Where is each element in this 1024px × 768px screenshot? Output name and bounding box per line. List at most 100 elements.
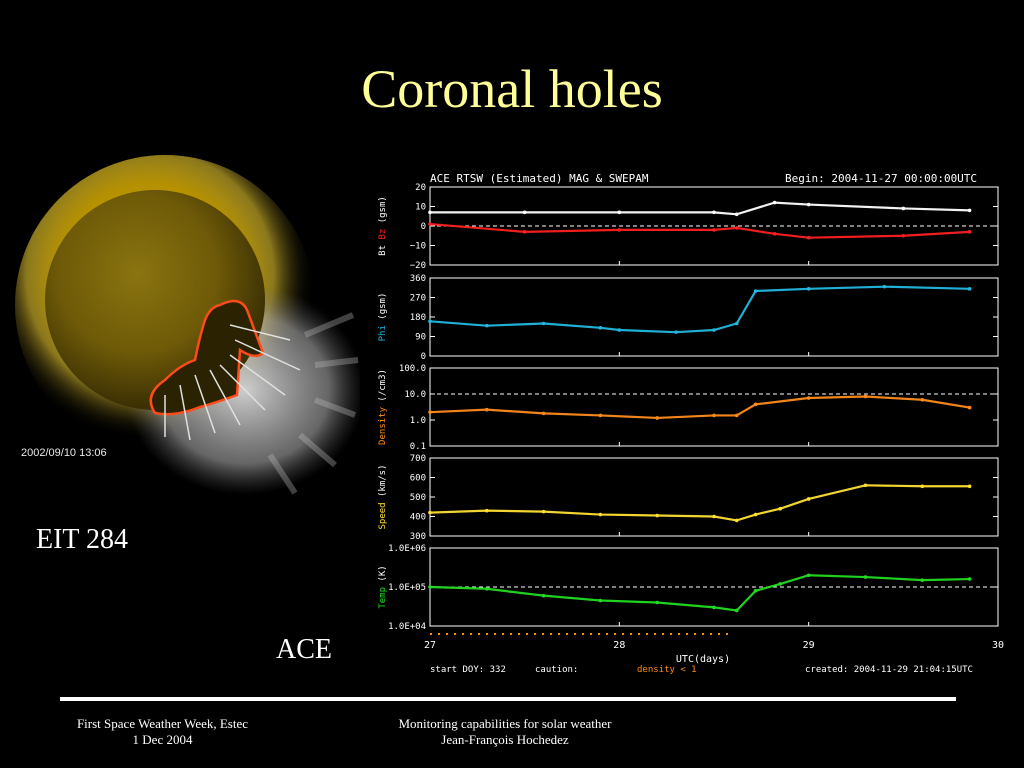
y-tick-label: −10 [410, 242, 426, 252]
data-point [598, 512, 603, 517]
plot-title: ACE RTSW (Estimated) MAG & SWEPAM [430, 172, 649, 185]
data-point [522, 230, 527, 234]
panel-frame [429, 277, 999, 357]
footer-event: First Space Weather Week, Estec [76, 716, 249, 731]
panel-ylabel: Temp (K) [378, 565, 388, 608]
data-point [541, 509, 546, 514]
data-point [712, 228, 716, 232]
panel-ylabel: Density (/cm3) [378, 369, 388, 445]
footer-middle: Monitoring capabilities for solar weathe… [350, 716, 660, 748]
plot-begin: Begin: 2004-11-27 00:00:00UTC [785, 172, 977, 185]
data-point [753, 402, 758, 407]
y-tick-label: 0 [421, 352, 426, 362]
data-point [485, 407, 489, 412]
data-point [734, 608, 739, 613]
x-tick-label: 30 [992, 640, 1004, 651]
data-point [863, 394, 868, 399]
data-point [485, 586, 489, 591]
data-point [428, 510, 432, 515]
data-point [541, 321, 546, 326]
x-tick-label: 27 [424, 640, 436, 651]
data-point [772, 200, 777, 205]
footer-left: First Space Weather Week, Estec 1 Dec 20… [50, 716, 275, 748]
data-point [734, 413, 739, 418]
data-point [753, 588, 758, 593]
wind-rays [267, 312, 359, 495]
coronal-hole-outline [149, 299, 265, 416]
data-point [712, 605, 716, 610]
data-point [967, 208, 972, 213]
series-density [429, 395, 970, 420]
data-point [655, 600, 659, 605]
data-point [655, 416, 659, 420]
data-point [863, 483, 868, 488]
data-point [655, 513, 659, 518]
y-tick-label: 700 [410, 454, 426, 464]
data-point [806, 573, 811, 578]
data-point [967, 405, 972, 410]
series-bt [430, 201, 970, 216]
data-point [920, 397, 925, 402]
y-tick-label: 180 [410, 313, 426, 323]
y-tick-label: 10 [415, 203, 426, 213]
data-point [617, 210, 622, 215]
data-point [920, 484, 925, 489]
data-point [863, 575, 868, 579]
data-point [598, 413, 603, 418]
data-point [882, 284, 887, 289]
footer-talk-title: Monitoring capabilities for solar weathe… [398, 716, 612, 731]
data-point [598, 326, 603, 330]
data-point [772, 232, 777, 236]
data-point [674, 330, 678, 334]
data-point [734, 226, 739, 230]
x-tick-label: 28 [613, 640, 625, 651]
data-point [778, 582, 783, 586]
y-tick-label: 0.1 [410, 442, 426, 452]
data-point [541, 593, 546, 598]
plot-footer-start: start DOY: 332 [430, 665, 506, 675]
y-tick-label: 360 [410, 274, 426, 284]
footer-author: Jean-François Hochedez [441, 732, 569, 747]
y-tick-label: 500 [410, 493, 426, 503]
footer-date: 1 Dec 2004 [132, 732, 193, 747]
data-point [806, 497, 811, 501]
y-tick-label: 300 [410, 532, 426, 542]
ace-rtsw-plot: ACE RTSW (Estimated) MAG & SWEPAM Begin:… [378, 172, 1004, 675]
plot-panel-1: 20 10 0 −10 −20 Bt Bz (gsm) [378, 183, 999, 271]
panel-ylabel: Bt Bz (gsm) [378, 196, 388, 256]
panel-ylabel: Speed (km/s) [378, 464, 388, 529]
data-point [617, 228, 622, 232]
plot-footer-created: created: 2004-11-29 21:04:15UTC [805, 665, 973, 675]
y-tick-label: −20 [410, 261, 426, 271]
data-point [806, 235, 811, 240]
series-temp [429, 574, 970, 612]
data-point [753, 512, 758, 517]
panel-ylabel: Phi (gsm) [378, 293, 388, 342]
data-point [428, 222, 432, 226]
data-point [734, 212, 739, 217]
y-tick-label: 270 [410, 294, 426, 304]
ace-label: ACE [276, 634, 332, 665]
data-point [712, 328, 716, 332]
eit-sun-image [15, 155, 360, 495]
data-point [753, 289, 758, 293]
y-tick-label: 90 [415, 333, 426, 343]
data-point [734, 518, 739, 523]
data-point [428, 210, 432, 215]
y-tick-label: 600 [410, 474, 426, 484]
data-point [901, 206, 906, 211]
y-tick-label: 400 [410, 513, 426, 523]
data-point [485, 508, 489, 513]
plot-panels: 20 10 0 −10 −20 Bt Bz (gsm) 360 270 180 90 0 Phi (g… [378, 183, 1004, 651]
data-point [806, 396, 811, 400]
data-point [806, 287, 811, 291]
data-point [967, 287, 972, 291]
series-phi [429, 285, 970, 334]
data-point [541, 411, 546, 416]
data-point [734, 321, 739, 326]
y-tick-label: 10.0 [404, 390, 426, 400]
data-point [920, 578, 925, 582]
data-point [428, 410, 432, 414]
data-point [617, 328, 622, 332]
data-point [806, 202, 811, 207]
